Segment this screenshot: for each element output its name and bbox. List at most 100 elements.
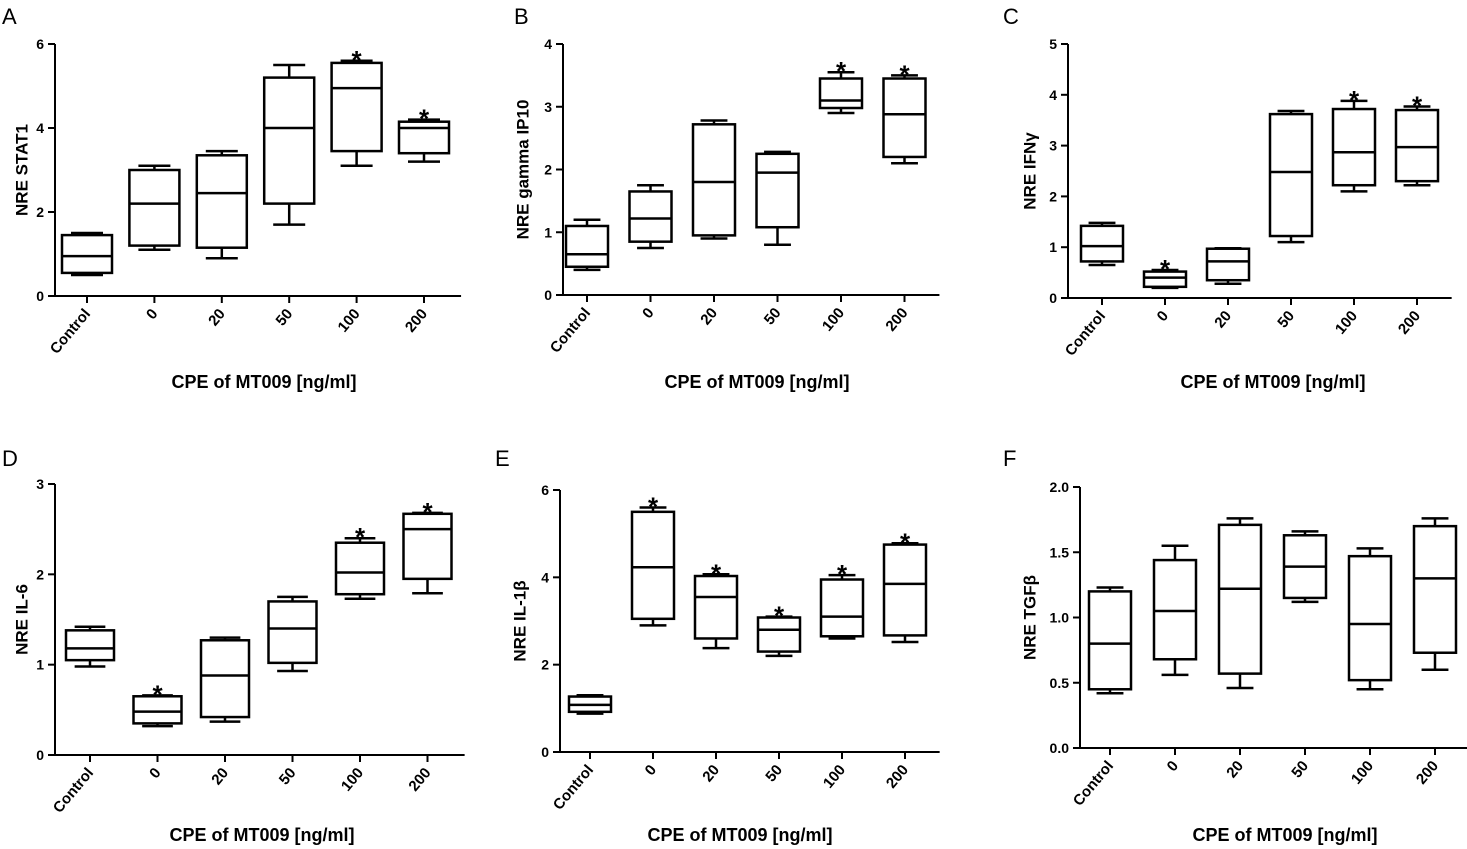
y-tick-label: 0.5 — [1050, 675, 1070, 691]
x-tick-label: 100 — [820, 762, 849, 792]
panel-letter: C — [1003, 4, 1019, 29]
x-tick-label: 20 — [205, 306, 229, 330]
significance-star: * — [352, 45, 363, 75]
box-iqr — [1268, 112, 1314, 238]
x-tick-label: Control — [50, 765, 97, 817]
y-tick-label: 3 — [544, 99, 552, 115]
x-tick-label: Control — [47, 306, 94, 358]
box-iqr — [756, 616, 802, 653]
panel-letter: B — [514, 4, 529, 29]
significance-star: * — [152, 679, 163, 709]
box-iqr — [60, 233, 114, 275]
y-tick-label: 4 — [1049, 87, 1057, 103]
significance-star: * — [422, 497, 433, 527]
box-iqr — [693, 574, 739, 640]
significance-star: * — [837, 559, 848, 589]
significance-star: * — [648, 491, 659, 521]
box-iqr — [1205, 247, 1251, 282]
x-axis-label: CPE of MT009 [ng/ml] — [664, 372, 849, 392]
y-tick-label: 0 — [1049, 290, 1057, 306]
y-tick-label: 0.0 — [1050, 740, 1070, 756]
y-tick-label: 4 — [541, 569, 549, 585]
x-tick-label: 100 — [1348, 758, 1377, 788]
x-tick-label: 50 — [761, 305, 785, 329]
box-iqr — [630, 510, 676, 621]
box-iqr — [262, 76, 316, 205]
x-tick-label: 200 — [883, 762, 912, 792]
x-tick-label: 50 — [1274, 308, 1298, 332]
significance-star: * — [899, 59, 910, 89]
significance-star: * — [1160, 254, 1171, 284]
box-iqr — [330, 61, 383, 153]
panel-d: D 0 1 2 3 NRE IL-6 Control 0 * 20 50 100 * 200 * CPE of… — [2, 446, 465, 845]
y-tick-label: 1.5 — [1050, 544, 1070, 560]
x-tick-label: Control — [1062, 308, 1109, 360]
box-iqr — [334, 541, 386, 596]
significance-star: * — [355, 522, 366, 552]
y-axis-label: NRE STAT1 — [13, 124, 32, 216]
significance-star: * — [900, 527, 911, 557]
y-tick-label: 2.0 — [1050, 479, 1070, 495]
significance-star: * — [419, 104, 430, 134]
x-tick-label: 100 — [335, 306, 364, 336]
y-tick-label: 6 — [36, 36, 44, 52]
x-tick-label: 0 — [1154, 308, 1172, 325]
box-iqr — [195, 154, 249, 249]
x-tick-label: 200 — [1395, 308, 1424, 338]
x-tick-label: Control — [550, 762, 597, 814]
y-tick-label: 3 — [1049, 138, 1057, 154]
box-iqr — [1152, 558, 1198, 661]
x-tick-label: 0 — [146, 765, 164, 782]
x-tick-label: 50 — [762, 762, 786, 786]
box-iqr — [199, 639, 251, 719]
y-tick-label: 2 — [541, 657, 549, 673]
box-iqr — [1331, 107, 1377, 187]
box-iqr — [1079, 224, 1125, 263]
x-tick-label: 20 — [208, 765, 232, 789]
y-tick-label: 1.0 — [1050, 610, 1070, 626]
panel-f: F 0.0 0.5 1.0 1.5 2.0 NRE TGFβ Control 0 20 50 100 2… — [1003, 446, 1467, 845]
box-iqr — [128, 168, 181, 247]
x-tick-label: 100 — [338, 765, 367, 795]
y-tick-label: 1 — [36, 657, 44, 673]
x-tick-label: 200 — [1413, 758, 1442, 788]
box-iqr — [64, 629, 116, 662]
y-tick-label: 2 — [544, 162, 552, 178]
significance-star: * — [711, 558, 722, 588]
y-tick-label: 2 — [36, 204, 44, 220]
box-iqr — [755, 152, 800, 229]
box-iqr — [628, 190, 673, 243]
significance-star: * — [1412, 90, 1423, 120]
box-iqr — [1142, 270, 1188, 289]
box-iqr — [882, 77, 927, 159]
box-iqr — [1347, 554, 1393, 682]
x-tick-label: 200 — [882, 305, 911, 335]
y-tick-label: 0 — [36, 288, 44, 304]
panel-letter: D — [2, 446, 18, 471]
x-tick-label: 50 — [1288, 758, 1312, 782]
x-tick-label: 20 — [699, 762, 723, 786]
panel-b: B 0 1 2 3 4 NRE gamma IP10 Control 0 20 50 100 * 200 *… — [514, 4, 940, 392]
y-tick-label: 4 — [36, 120, 44, 136]
box-iqr — [691, 123, 737, 237]
x-tick-label: 0 — [143, 306, 161, 323]
y-tick-label: 4 — [544, 36, 552, 52]
y-tick-label: 0 — [36, 747, 44, 763]
x-tick-label: 50 — [276, 765, 300, 789]
panel-letter: A — [2, 4, 17, 29]
significance-star: * — [774, 601, 785, 631]
box-iqr — [564, 224, 610, 269]
x-tick-label: 200 — [405, 765, 434, 795]
panel-letter: E — [495, 446, 510, 471]
y-axis-label: NRE TGFβ — [1021, 575, 1040, 660]
box-iqr — [132, 695, 183, 725]
x-tick-label: 20 — [1223, 758, 1247, 782]
box-iqr — [1087, 590, 1133, 691]
box-iqr — [882, 543, 928, 637]
x-tick-label: 50 — [273, 306, 297, 330]
box-iqr — [1394, 108, 1440, 183]
x-axis-label: CPE of MT009 [ng/ml] — [1192, 825, 1377, 845]
x-axis-label: CPE of MT009 [ng/ml] — [647, 825, 832, 845]
y-tick-label: 3 — [36, 476, 44, 492]
